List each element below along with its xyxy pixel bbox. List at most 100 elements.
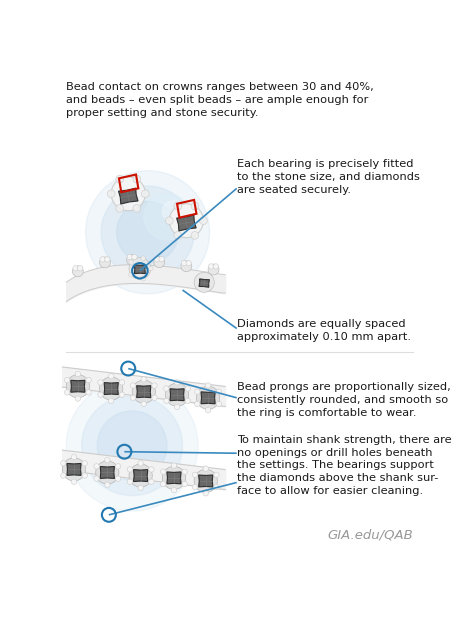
Text: GIA.edu/QAB: GIA.edu/QAB bbox=[328, 529, 413, 542]
Circle shape bbox=[216, 401, 221, 407]
Circle shape bbox=[60, 473, 66, 478]
Text: Bead contact on crowns ranges between 30 and 40%,
and beads – even split beads –: Bead contact on crowns ranges between 30… bbox=[66, 82, 374, 118]
Circle shape bbox=[109, 398, 114, 404]
Circle shape bbox=[119, 379, 124, 385]
Circle shape bbox=[141, 256, 146, 260]
Circle shape bbox=[127, 479, 132, 484]
Circle shape bbox=[161, 481, 166, 487]
Circle shape bbox=[213, 264, 219, 269]
Circle shape bbox=[82, 461, 88, 466]
Circle shape bbox=[111, 177, 145, 211]
Circle shape bbox=[166, 217, 173, 224]
Circle shape bbox=[141, 190, 149, 198]
Circle shape bbox=[78, 265, 83, 271]
Circle shape bbox=[159, 257, 164, 262]
Circle shape bbox=[174, 231, 182, 239]
Circle shape bbox=[127, 254, 132, 260]
Circle shape bbox=[192, 472, 197, 477]
Circle shape bbox=[185, 386, 190, 391]
Circle shape bbox=[194, 469, 217, 492]
Circle shape bbox=[141, 277, 146, 281]
Circle shape bbox=[65, 378, 70, 383]
Circle shape bbox=[82, 473, 88, 478]
Circle shape bbox=[214, 472, 219, 477]
Circle shape bbox=[129, 464, 152, 487]
Polygon shape bbox=[199, 279, 210, 287]
Polygon shape bbox=[133, 469, 148, 482]
Polygon shape bbox=[118, 188, 138, 204]
Circle shape bbox=[214, 484, 219, 490]
Circle shape bbox=[141, 401, 146, 407]
Circle shape bbox=[197, 386, 219, 409]
Circle shape bbox=[186, 260, 191, 266]
Circle shape bbox=[130, 395, 136, 401]
Circle shape bbox=[194, 272, 214, 292]
Circle shape bbox=[101, 186, 194, 278]
Circle shape bbox=[117, 202, 179, 263]
Circle shape bbox=[195, 389, 200, 394]
Circle shape bbox=[105, 257, 110, 262]
Circle shape bbox=[66, 380, 198, 511]
Polygon shape bbox=[201, 392, 215, 404]
Circle shape bbox=[133, 205, 141, 212]
Circle shape bbox=[97, 411, 167, 480]
Circle shape bbox=[148, 266, 153, 271]
Circle shape bbox=[132, 254, 137, 260]
Circle shape bbox=[73, 265, 78, 271]
Circle shape bbox=[62, 458, 86, 481]
Polygon shape bbox=[198, 475, 213, 487]
Polygon shape bbox=[170, 389, 184, 401]
Circle shape bbox=[100, 257, 110, 268]
Circle shape bbox=[127, 467, 132, 472]
Circle shape bbox=[73, 266, 83, 277]
Circle shape bbox=[100, 377, 123, 400]
Circle shape bbox=[208, 264, 214, 269]
Circle shape bbox=[154, 257, 165, 268]
Circle shape bbox=[185, 398, 190, 404]
Circle shape bbox=[162, 466, 186, 489]
Circle shape bbox=[216, 389, 221, 394]
Circle shape bbox=[203, 466, 208, 471]
Polygon shape bbox=[104, 383, 118, 394]
Circle shape bbox=[115, 476, 121, 481]
Circle shape bbox=[182, 481, 187, 487]
Circle shape bbox=[127, 255, 138, 265]
Circle shape bbox=[95, 461, 119, 484]
Circle shape bbox=[119, 392, 124, 397]
Circle shape bbox=[86, 390, 91, 395]
Circle shape bbox=[181, 260, 187, 266]
Polygon shape bbox=[167, 472, 181, 484]
Circle shape bbox=[152, 383, 157, 388]
Circle shape bbox=[166, 383, 189, 406]
Polygon shape bbox=[71, 380, 85, 392]
Circle shape bbox=[132, 380, 155, 403]
Circle shape bbox=[129, 260, 133, 264]
Circle shape bbox=[149, 467, 154, 472]
Circle shape bbox=[116, 205, 124, 212]
Circle shape bbox=[94, 476, 99, 481]
Circle shape bbox=[115, 464, 121, 469]
Text: Each bearing is precisely fitted
to the stone size, and diamonds
are seated secu: Each bearing is precisely fitted to the … bbox=[237, 159, 420, 195]
Circle shape bbox=[162, 201, 184, 222]
Circle shape bbox=[86, 378, 91, 383]
Text: To maintain shank strength, there are
no openings or drill holes beneath
the set: To maintain shank strength, there are no… bbox=[237, 435, 451, 496]
Circle shape bbox=[138, 485, 143, 490]
Circle shape bbox=[98, 392, 103, 397]
Circle shape bbox=[65, 390, 70, 395]
Circle shape bbox=[195, 401, 200, 407]
Circle shape bbox=[169, 204, 204, 237]
Circle shape bbox=[152, 395, 157, 401]
Circle shape bbox=[82, 396, 183, 495]
Circle shape bbox=[130, 383, 136, 388]
Circle shape bbox=[208, 264, 219, 275]
Circle shape bbox=[60, 461, 66, 466]
Circle shape bbox=[105, 482, 110, 487]
Circle shape bbox=[116, 175, 124, 183]
Circle shape bbox=[149, 479, 154, 484]
Circle shape bbox=[105, 458, 110, 463]
Circle shape bbox=[100, 257, 105, 262]
Circle shape bbox=[71, 479, 77, 484]
Circle shape bbox=[174, 202, 182, 210]
Circle shape bbox=[109, 373, 114, 379]
Circle shape bbox=[175, 404, 180, 410]
